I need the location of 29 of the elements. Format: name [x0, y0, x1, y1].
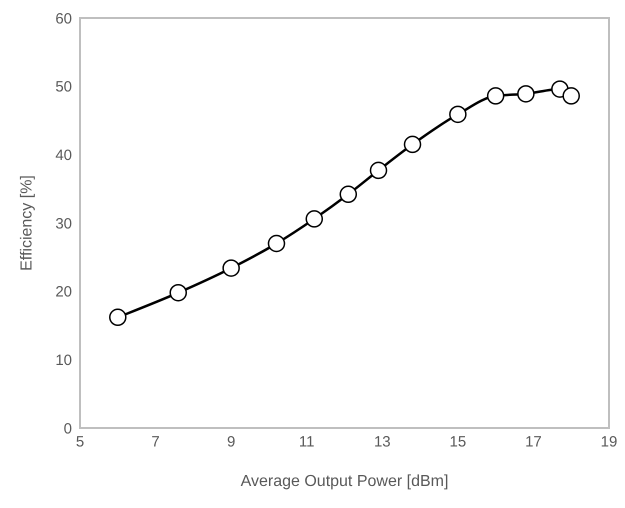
- x-tick-label: 5: [76, 434, 84, 451]
- point: [340, 186, 358, 204]
- point: [268, 234, 286, 252]
- point: [562, 87, 580, 105]
- point: [449, 106, 467, 124]
- y-tick-label: 30: [55, 215, 72, 232]
- x-tick-label: 11: [298, 434, 315, 451]
- x-axis-title: Average Output Power [dBm]: [240, 473, 448, 490]
- y-tick-label: 20: [55, 284, 72, 301]
- x-tick-label: 7: [151, 434, 160, 451]
- y-tick-label: 10: [55, 352, 72, 369]
- y-tick-label: 0: [64, 420, 72, 438]
- y-tick-label: 50: [55, 78, 72, 96]
- y-tick-label: 40: [55, 146, 72, 164]
- point: [306, 210, 324, 228]
- point: [404, 136, 422, 154]
- y-axis-title: Efficiency [%]: [18, 175, 36, 271]
- point: [370, 162, 388, 180]
- x-tick-label: 17: [525, 434, 542, 451]
- point: [109, 308, 127, 326]
- y-tick-label: 60: [55, 10, 72, 28]
- point: [169, 284, 187, 302]
- point: [486, 87, 504, 105]
- x-tick-label: 19: [600, 434, 618, 451]
- point: [222, 259, 240, 277]
- x-tick-label: 9: [226, 434, 236, 451]
- x-tick-label: 13: [374, 434, 391, 451]
- point: [517, 85, 535, 103]
- x-tick-label: 15: [450, 434, 466, 451]
